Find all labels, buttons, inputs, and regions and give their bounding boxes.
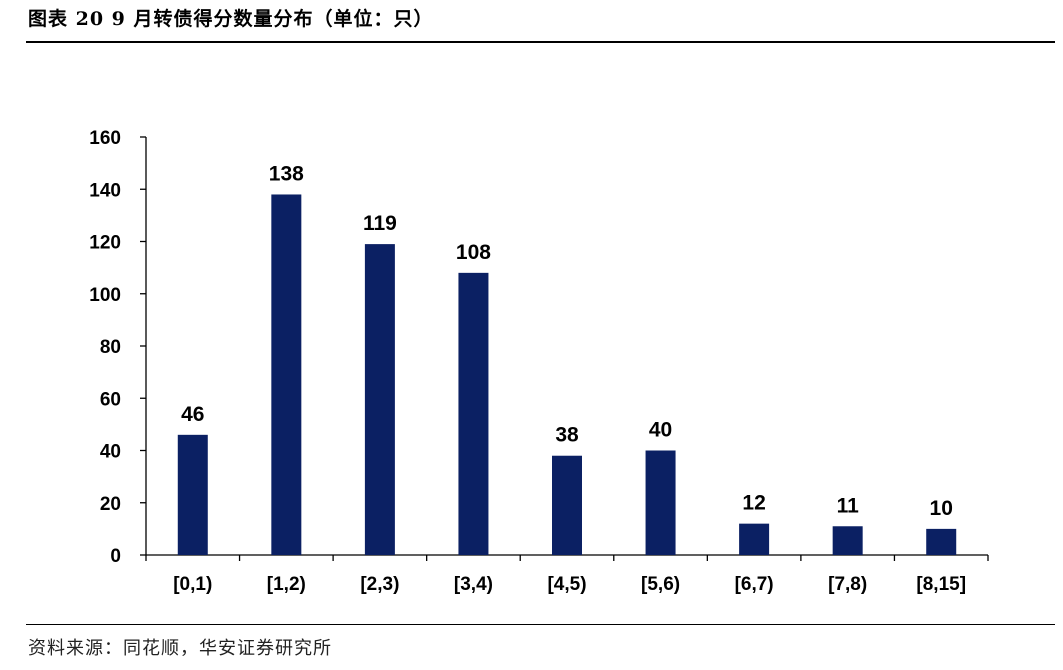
chart-bars xyxy=(177,194,957,556)
y-tick-label: 140 xyxy=(89,180,121,201)
bar-value-label: 40 xyxy=(649,419,672,442)
x-category-label: [1,2) xyxy=(267,574,306,595)
x-category-label: [0,1) xyxy=(173,574,212,595)
x-category-label: [4,5) xyxy=(547,574,586,595)
bar xyxy=(364,244,395,556)
x-category-label: [6,7) xyxy=(735,574,774,595)
bar xyxy=(177,434,208,555)
y-tick-label: 80 xyxy=(100,337,121,358)
bar-value-label: 108 xyxy=(456,241,491,264)
y-tick-label: 60 xyxy=(100,389,121,410)
bar xyxy=(645,450,676,555)
bar xyxy=(832,526,863,555)
chart-labels: 46 [0,1) 138 [1,2) 119 [2,3) 108 [3,4) 38 [4,5) 40… xyxy=(173,162,966,595)
bar-value-label: 38 xyxy=(555,424,579,447)
y-tick-label: 120 xyxy=(89,233,121,254)
bar-value-label: 10 xyxy=(930,497,953,520)
y-tick-label: 40 xyxy=(100,442,121,463)
bar xyxy=(739,523,770,555)
chart-title: 图表 20 9 月转债得分数量分布（单位：只） xyxy=(28,8,434,30)
x-category-label: [3,4) xyxy=(454,574,493,595)
x-category-label: [7,8) xyxy=(828,574,867,595)
y-tick-label: 160 xyxy=(89,128,121,149)
y-tick-label: 100 xyxy=(89,285,121,306)
source-note: 资料来源：同花顺，华安证券研究所 xyxy=(28,638,332,659)
bar xyxy=(552,455,582,555)
x-category-label: [2,3) xyxy=(360,574,399,595)
bar xyxy=(926,528,957,555)
y-tick-label: 20 xyxy=(100,494,121,515)
x-category-label: [8,15] xyxy=(916,574,966,595)
bar xyxy=(271,194,302,555)
bar xyxy=(458,272,489,555)
source-rule xyxy=(26,624,1055,625)
bar-value-label: 12 xyxy=(742,492,765,515)
bar-value-label: 119 xyxy=(363,212,397,235)
x-category-label: [5,6) xyxy=(641,574,680,595)
bar-value-label: 138 xyxy=(269,162,304,185)
bar-value-label: 11 xyxy=(837,494,860,517)
y-tick-label: 0 xyxy=(110,546,121,567)
bar-value-label: 46 xyxy=(181,403,204,426)
title-rule xyxy=(26,41,1055,43)
